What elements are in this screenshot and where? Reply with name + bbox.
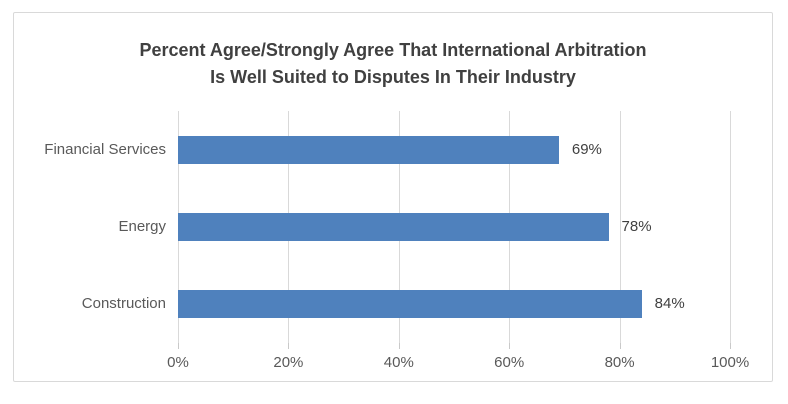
x-axis-label: 0% xyxy=(167,354,189,371)
bar xyxy=(178,135,559,164)
bar xyxy=(178,213,609,241)
gridline xyxy=(619,111,621,343)
x-axis-label: 100% xyxy=(710,354,750,371)
chart-title: Percent Agree/Strongly Agree That Intern… xyxy=(14,37,772,91)
chart-title-line-1: Percent Agree/Strongly Agree That Intern… xyxy=(139,40,647,60)
x-axis-label: 20% xyxy=(273,354,304,371)
bar-value-label: 84% xyxy=(654,295,685,313)
chart-frame: Percent Agree/Strongly Agree That Intern… xyxy=(13,12,773,382)
category-label: Construction xyxy=(81,295,166,313)
bar-value-label: 78% xyxy=(621,218,652,235)
x-axis-tick xyxy=(398,343,400,349)
x-axis-tick xyxy=(509,343,511,349)
x-axis-tick xyxy=(619,343,621,349)
x-axis-label: 40% xyxy=(383,354,414,371)
category-label: Financial Services xyxy=(44,140,166,158)
plot-area: 69% 78% 84% xyxy=(178,111,731,343)
bar-value-label: 69% xyxy=(571,140,602,158)
gridline xyxy=(730,111,731,343)
bar xyxy=(178,290,642,319)
chart-title-line-2: Is Well Suited to Disputes In Their Indu… xyxy=(210,67,576,87)
x-axis-tick xyxy=(730,343,731,349)
category-label: Energy xyxy=(118,218,166,235)
x-axis-tick xyxy=(288,343,290,349)
x-axis-label: 60% xyxy=(494,354,525,371)
x-axis-tick xyxy=(178,343,179,349)
x-axis-label: 80% xyxy=(604,354,635,371)
